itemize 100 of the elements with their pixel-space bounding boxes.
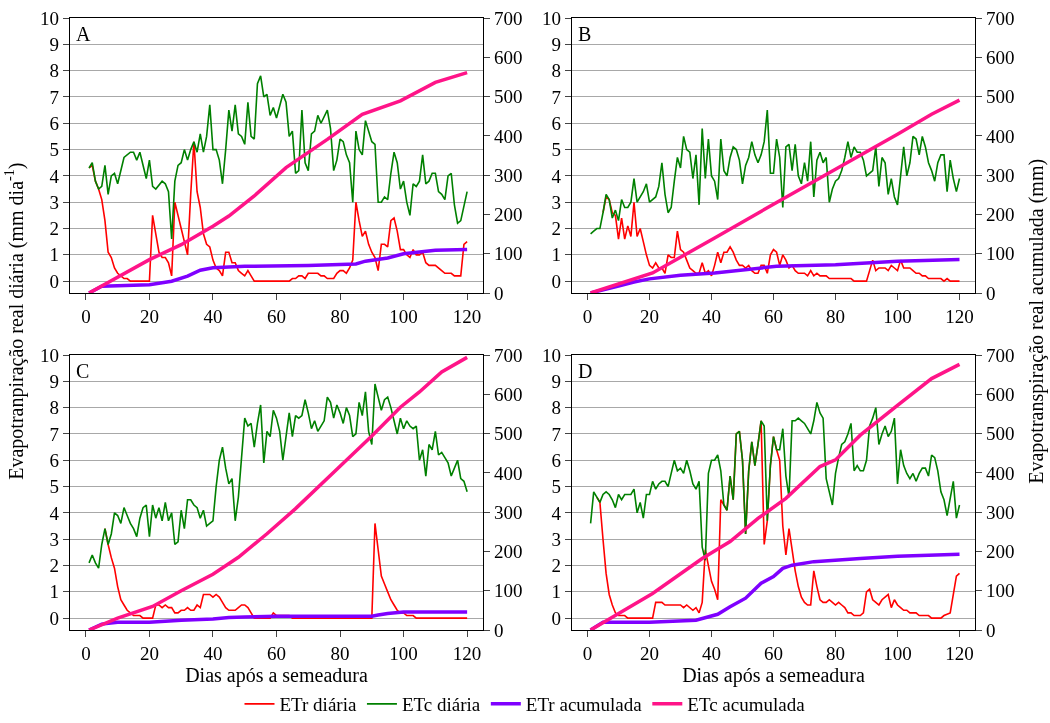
y-tick-label: 3	[49, 191, 59, 213]
y-tick-label: 0	[49, 270, 59, 292]
y2-tick-label: 0	[986, 619, 996, 641]
y2-axis-title: Evapotranspiração real acumulada (mm)	[1025, 158, 1049, 484]
y2-tick-label: 600	[986, 383, 1015, 405]
y-tick-label: 6	[49, 112, 59, 134]
y2-tick-label: 100	[494, 243, 523, 265]
x-tick-label: 20	[640, 643, 659, 664]
line-series	[87, 610, 469, 630]
y-tick-label: 1	[49, 581, 59, 603]
legend-label: ETc acumulada	[687, 694, 806, 716]
y2-tick-label: 0	[986, 282, 996, 304]
annotation: A	[76, 23, 91, 45]
x-tick-label: 20	[640, 306, 659, 327]
y-tick-label: 1	[551, 244, 561, 266]
y2-tick-label: 200	[986, 541, 1015, 563]
y-tick-label: 8	[551, 60, 561, 82]
x-tick-label: 0	[582, 306, 593, 327]
x-tick-label: 120	[452, 643, 482, 664]
y2-tick-label: 100	[986, 243, 1015, 265]
y-tick-label: 0	[551, 607, 561, 629]
y-tick-label: 10	[40, 7, 59, 29]
legend-label: ETc diária	[401, 694, 481, 716]
line-series	[87, 355, 469, 630]
x-tick-label: 0	[81, 306, 91, 327]
y-tick-label: 5	[49, 476, 59, 498]
x-tick-label: 40	[702, 643, 721, 664]
x-tick-label: 20	[139, 306, 159, 327]
y-tick-label: 3	[49, 528, 59, 550]
y2-tick-label: 600	[494, 46, 523, 68]
x-tick-label: 100	[389, 306, 418, 327]
x-tick-label: 80	[330, 306, 350, 327]
line-series	[88, 75, 468, 240]
y-tick-label: 5	[551, 139, 561, 161]
legend-label: ETr diária	[279, 694, 357, 716]
y-tick-label: 10	[542, 344, 561, 366]
y-tick-label: 7	[49, 423, 59, 445]
x-tick-label: 120	[945, 643, 974, 664]
x-tick-label: 120	[945, 306, 974, 327]
x-axis-title: Dias após a semeadura	[185, 664, 368, 687]
x-tick-label: 60	[764, 306, 783, 327]
y-tick-label: 7	[551, 423, 561, 445]
y2-tick-label: 600	[986, 46, 1015, 68]
y2-tick-label: 700	[494, 344, 523, 366]
y2-tick-label: 0	[494, 619, 504, 641]
y2-tick-label: 400	[986, 125, 1015, 147]
y-tick-label: 9	[551, 33, 561, 55]
y-tick-label: 4	[551, 165, 562, 187]
y-tick-label: 4	[49, 502, 60, 524]
y-tick-label: 8	[49, 397, 59, 419]
x-tick-label: 40	[203, 643, 223, 664]
y-tick-label: 3	[551, 191, 561, 213]
x-tick-label: 100	[389, 643, 418, 664]
y2-tick-label: 400	[494, 125, 523, 147]
y2-tick-label: 100	[986, 580, 1015, 602]
y-tick-label: 6	[49, 449, 59, 471]
y2-tick-label: 200	[986, 204, 1015, 226]
y-tick-label: 10	[542, 7, 561, 29]
x-tick-label: 80	[330, 643, 350, 664]
x-tick-label: 60	[267, 643, 286, 664]
y-tick-label: 0	[49, 607, 59, 629]
y2-tick-label: 300	[494, 164, 523, 186]
y2-tick-label: 300	[494, 501, 523, 523]
y-tick-label: 1	[49, 244, 59, 266]
line-series	[88, 383, 468, 569]
annotation: C	[76, 360, 90, 382]
y-tick-label: 4	[551, 502, 562, 524]
y2-tick-label: 400	[986, 462, 1015, 484]
line-series	[87, 70, 469, 293]
y2-tick-label: 500	[986, 86, 1015, 108]
x-tick-label: 40	[702, 306, 721, 327]
x-axis-title: Dias após a semeadura	[682, 664, 865, 687]
y-tick-label: 4	[49, 165, 60, 187]
y-tick-label: 0	[551, 270, 561, 292]
y2-tick-label: 200	[494, 541, 523, 563]
line-series	[602, 196, 961, 282]
line-series	[589, 109, 961, 235]
legend-label: ETr acumulada	[525, 694, 643, 716]
annotation: B	[578, 23, 592, 45]
annotation: D	[578, 360, 593, 382]
y2-tick-label: 700	[986, 7, 1015, 29]
x-tick-label: 100	[883, 643, 912, 664]
y-tick-label: 7	[49, 86, 59, 108]
y2-tick-label: 500	[986, 423, 1015, 445]
line-series	[589, 401, 961, 562]
y-tick-label: 1	[551, 581, 561, 603]
y-tick-label: 5	[551, 476, 561, 498]
y2-tick-label: 100	[494, 580, 523, 602]
x-tick-label: 0	[81, 643, 91, 664]
x-tick-label: 60	[267, 306, 286, 327]
y2-tick-label: 700	[986, 344, 1015, 366]
y2-tick-label: 0	[494, 282, 504, 304]
y-tick-label: 5	[49, 139, 59, 161]
y-tick-label: 3	[551, 528, 561, 550]
y2-tick-label: 500	[494, 86, 523, 108]
y2-tick-label: 400	[494, 462, 523, 484]
y-tick-label: 9	[49, 370, 59, 392]
y2-tick-label: 700	[494, 7, 523, 29]
x-tick-label: 0	[582, 643, 593, 664]
x-tick-label: 120	[452, 306, 482, 327]
